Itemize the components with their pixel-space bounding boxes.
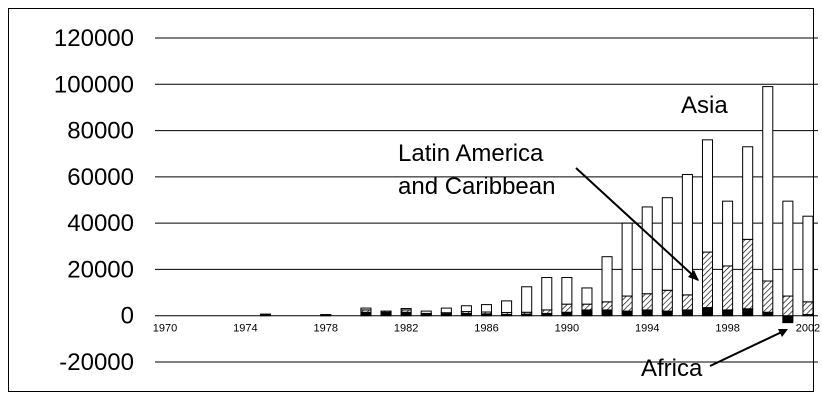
y-tick-label: 40000 bbox=[67, 210, 134, 237]
bar-segment-latin-america-and-caribbean bbox=[541, 309, 553, 314]
y-tick-label: 20000 bbox=[67, 256, 134, 283]
bar-segment-latin-america-and-caribbean bbox=[661, 289, 673, 312]
annotation-latin-america-line2: and Caribbean bbox=[398, 173, 555, 200]
bar-segment-africa bbox=[621, 310, 633, 317]
bar-segment-latin-america-and-caribbean bbox=[802, 301, 814, 316]
bar-segment-asia bbox=[561, 277, 573, 305]
bar-segment-asia bbox=[701, 139, 714, 253]
annotation-latin-america-line1: Latin America bbox=[398, 140, 544, 167]
bar-segment-africa bbox=[360, 311, 372, 317]
bar-segment-africa bbox=[722, 309, 734, 317]
bar-segment-latin-america-and-caribbean bbox=[641, 293, 653, 311]
bar-segment-asia bbox=[742, 146, 754, 240]
bar-segment-asia bbox=[722, 200, 734, 267]
bar-segment-asia bbox=[641, 206, 653, 295]
bar-segment-asia bbox=[762, 86, 774, 282]
bar-segment-asia bbox=[661, 197, 673, 291]
bar-segment-asia bbox=[541, 277, 553, 311]
bar-segment-latin-america-and-caribbean bbox=[782, 295, 794, 317]
bar-segment-latin-america-and-caribbean bbox=[561, 303, 573, 313]
bar-segment-asia bbox=[360, 307, 372, 311]
chart-frame bbox=[8, 8, 814, 392]
x-tick-label: 2002 bbox=[796, 323, 820, 335]
x-tick-label: 1998 bbox=[715, 323, 739, 335]
bar-segment-asia bbox=[782, 200, 794, 297]
bar-segment-africa bbox=[701, 307, 714, 317]
x-tick-label: 1970 bbox=[153, 323, 177, 335]
bar-segment-latin-america-and-caribbean bbox=[581, 303, 593, 311]
bar-segment-latin-america-and-caribbean bbox=[742, 238, 754, 310]
annotation-arrowhead-africa bbox=[778, 329, 788, 337]
x-tick-label: 1982 bbox=[394, 323, 418, 335]
y-tick-label: 120000 bbox=[54, 25, 134, 52]
x-axis-ticks: 1970 1974 1978 1982 1986 1990 1994 1998 2002 bbox=[153, 323, 820, 335]
x-tick-label: 1974 bbox=[233, 323, 257, 335]
bar-segment-africa bbox=[762, 311, 774, 317]
y-tick-label: -20000 bbox=[59, 349, 134, 376]
bar-segment-latin-america-and-caribbean bbox=[722, 265, 734, 311]
y-tick-label: 80000 bbox=[67, 118, 134, 145]
bar-segment-africa bbox=[601, 309, 613, 317]
bar-segment-asia bbox=[400, 308, 412, 311]
bar-segment-latin-america-and-caribbean bbox=[320, 314, 332, 316]
x-tick-label: 1990 bbox=[555, 323, 579, 335]
bar-segment-latin-america-and-caribbean bbox=[681, 294, 693, 311]
bar-segment-asia bbox=[501, 300, 513, 313]
bar-segment-latin-america-and-caribbean bbox=[601, 301, 613, 311]
bar-segment-africa bbox=[380, 311, 392, 317]
annotation-arrow-africa bbox=[709, 329, 787, 367]
bar-segment-latin-america-and-caribbean bbox=[701, 251, 714, 309]
bar-segment-africa bbox=[681, 309, 693, 317]
bar-segment-asia bbox=[440, 307, 452, 314]
bar-segment-africa bbox=[400, 311, 412, 317]
y-axis-ticks: -20000 0 20000 40000 60000 80000 100000 120000 bbox=[54, 25, 134, 376]
annotation-arrowhead-latin-america bbox=[688, 270, 699, 281]
bar-segment-asia bbox=[521, 286, 533, 313]
annotation-africa: Africa bbox=[641, 355, 703, 382]
bar-segment-africa bbox=[742, 308, 754, 317]
bar-segment-asia bbox=[681, 174, 693, 296]
bar-segment-asia bbox=[802, 215, 814, 303]
bar-segment-asia bbox=[621, 222, 633, 297]
bar-segment-africa bbox=[661, 310, 673, 317]
x-tick-label: 1978 bbox=[314, 323, 338, 335]
bar-segment-latin-america-and-caribbean bbox=[762, 280, 774, 313]
bars bbox=[259, 86, 814, 324]
bar-segment-africa bbox=[561, 311, 573, 317]
y-tick-label: 100000 bbox=[54, 71, 134, 98]
annotations: Asia Latin America and Caribbean Africa bbox=[398, 92, 788, 382]
annotation-arrow-latin-america bbox=[575, 167, 699, 281]
y-tick-label: 0 bbox=[121, 303, 134, 330]
bar-segment-africa bbox=[782, 315, 794, 324]
x-tick-label: 1994 bbox=[635, 323, 659, 335]
bar-segment-latin-america-and-caribbean bbox=[621, 295, 633, 312]
y-tick-label: 60000 bbox=[67, 164, 134, 191]
x-tick-label: 1986 bbox=[474, 323, 498, 335]
annotation-asia: Asia bbox=[681, 92, 728, 119]
bar-segment-latin-america-and-caribbean bbox=[380, 310, 392, 313]
bar-segment-asia bbox=[460, 305, 472, 313]
bar-segment-africa bbox=[581, 309, 593, 317]
bar-segment-latin-america-and-caribbean bbox=[259, 313, 272, 316]
bar-segment-africa bbox=[641, 309, 653, 317]
bar-segment-asia bbox=[601, 256, 613, 303]
bar-segment-asia bbox=[420, 310, 432, 314]
bar-segment-asia bbox=[480, 304, 493, 313]
bar-segment-asia bbox=[581, 287, 593, 305]
